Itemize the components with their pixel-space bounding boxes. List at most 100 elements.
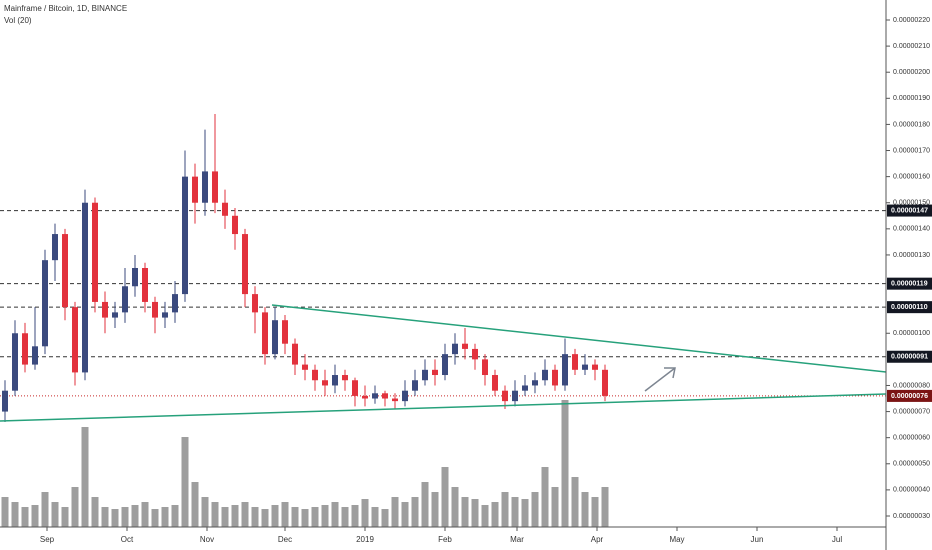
candle-body <box>162 312 168 318</box>
volume-bar <box>581 492 589 527</box>
lower-trendline <box>0 393 887 422</box>
candle-body <box>372 393 378 399</box>
y-tick-label: 0.00000130 <box>893 252 930 259</box>
level-label: 0.00000091 <box>891 354 928 361</box>
candle-body <box>172 294 178 313</box>
volume-bar <box>71 487 79 527</box>
y-tick-label: 0.00000200 <box>893 69 930 76</box>
last-price-tag <box>887 389 932 402</box>
volume-bar <box>271 505 279 527</box>
volume-bar <box>231 505 239 527</box>
candle-body <box>482 359 488 376</box>
x-tick-label: May <box>669 535 684 544</box>
candle-body <box>192 176 198 203</box>
volume-bar <box>131 505 139 527</box>
candle-body <box>392 398 398 402</box>
x-tick-label: Jun <box>751 535 764 544</box>
x-tick-label: Feb <box>438 535 452 544</box>
last-price-label: 0.00000076 <box>891 393 928 400</box>
candle-body <box>92 202 98 302</box>
volume-bar <box>531 492 539 527</box>
volume-bar <box>121 507 129 527</box>
volume-bar <box>111 509 119 527</box>
candle-body <box>242 234 248 295</box>
volume-bar <box>361 499 369 527</box>
candle-body <box>212 171 218 203</box>
level-tag <box>887 204 932 217</box>
candle-body <box>52 234 58 261</box>
candle-body <box>152 301 158 318</box>
volume-bar <box>221 507 229 527</box>
y-tick-label: 0.00000030 <box>893 513 930 520</box>
volume-bar <box>291 507 299 527</box>
volume-bar <box>601 487 609 527</box>
volume-bar <box>571 477 579 527</box>
volume-bar <box>51 502 59 527</box>
volume <box>1 400 609 527</box>
candle-body <box>62 234 68 308</box>
candle-body <box>32 346 38 365</box>
arrow <box>644 367 676 392</box>
level-tag <box>887 277 932 290</box>
candle-body <box>272 320 278 355</box>
candle-body <box>262 312 268 355</box>
volume-bar <box>561 400 569 527</box>
volume-bar <box>371 507 379 527</box>
candle-body <box>452 343 458 355</box>
candle-body <box>142 267 148 302</box>
candle-body <box>302 364 308 370</box>
candle-body <box>132 267 138 287</box>
candle-body <box>552 369 558 386</box>
volume-bar <box>541 467 549 527</box>
volume-bar <box>211 502 219 527</box>
candle-body <box>182 176 188 295</box>
candle-body <box>572 354 578 370</box>
volume-bar <box>81 427 89 527</box>
candle-body <box>382 393 388 399</box>
volume-bar <box>191 482 199 527</box>
candle-body <box>12 333 18 391</box>
candle-body <box>592 364 598 370</box>
candle-body <box>122 286 128 313</box>
volume-bar <box>501 492 509 527</box>
volume-bar <box>41 492 49 527</box>
x-tick-label: Nov <box>200 535 214 544</box>
candle-body <box>332 375 338 386</box>
level-tag <box>887 350 932 363</box>
volume-bar <box>251 507 259 527</box>
candle-body <box>412 380 418 391</box>
volume-bar <box>21 507 29 527</box>
x-tick-label: Oct <box>121 535 134 544</box>
x-tick-label: 2019 <box>356 535 374 544</box>
volume-bar <box>411 497 419 527</box>
volume-bar <box>441 467 449 527</box>
candle-body <box>472 348 478 360</box>
x-tick-label: Jul <box>832 535 842 544</box>
candle-body <box>72 307 78 373</box>
candle-body <box>222 202 228 216</box>
level-label: 0.00000119 <box>891 281 928 288</box>
candles <box>2 113 608 423</box>
candle-body <box>42 260 48 347</box>
candle-body <box>2 390 8 412</box>
y-tick-label: 0.00000180 <box>893 121 930 128</box>
volume-bar <box>471 499 479 527</box>
volume-bar <box>321 505 329 527</box>
candle-body <box>442 354 448 376</box>
candle-body <box>502 390 508 402</box>
candle-body <box>432 369 438 376</box>
candle-body <box>342 375 348 381</box>
volume-bar <box>451 487 459 527</box>
upper-trendline <box>271 304 887 373</box>
candle-body <box>562 354 568 386</box>
candle-body <box>352 380 358 396</box>
candle-body <box>22 333 28 365</box>
volume-bar <box>591 497 599 527</box>
y-tick-label: 0.00000100 <box>893 330 930 337</box>
y-tick-label: 0.00000160 <box>893 173 930 180</box>
volume-bar <box>491 502 499 527</box>
candle-body <box>512 390 518 402</box>
candle-body <box>112 312 118 318</box>
level-label: 0.00000110 <box>891 304 928 311</box>
